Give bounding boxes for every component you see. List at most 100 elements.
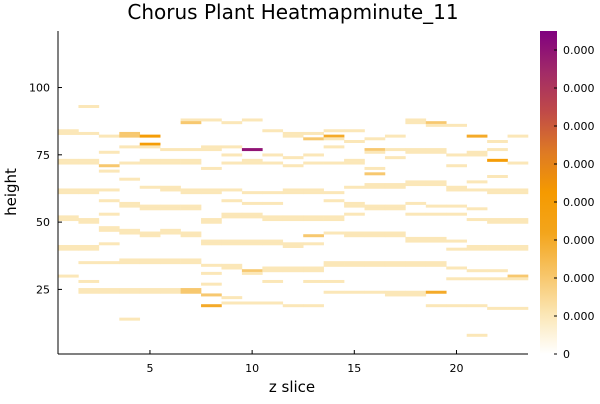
heatmap-cell <box>487 188 508 192</box>
heatmap-cell <box>139 158 161 162</box>
heatmap-cell <box>241 269 263 273</box>
heatmap-cell <box>78 161 100 165</box>
heatmap-cell <box>425 148 447 152</box>
heatmap-cell <box>344 129 365 133</box>
heatmap-cell <box>160 158 181 162</box>
y-tick-label: 50 <box>36 216 50 229</box>
heatmap-cell <box>58 191 79 195</box>
heatmap-cell <box>119 134 141 138</box>
heatmap-cell <box>98 288 120 292</box>
heatmap-cell <box>139 290 161 294</box>
heatmap-cell <box>201 263 222 267</box>
heatmap-cell <box>507 247 529 251</box>
heatmap-cell <box>384 293 406 297</box>
heatmap-cell <box>221 145 243 149</box>
heatmap-cell <box>119 204 141 208</box>
heatmap-cell <box>262 242 284 246</box>
heatmap-cell <box>282 304 304 308</box>
heatmap-cell <box>58 158 79 162</box>
heatmap-cell <box>425 290 447 294</box>
heatmap-cell <box>241 301 263 305</box>
heatmap-cell <box>241 118 263 122</box>
heatmap-cell <box>282 191 304 195</box>
heatmap-cell <box>78 220 100 224</box>
heatmap-cell <box>384 231 406 235</box>
x-tick-label: 20 <box>449 362 463 375</box>
heatmap-cell <box>160 188 181 192</box>
heatmap-cell <box>384 261 406 265</box>
heatmap-cell <box>119 131 141 135</box>
heatmap-cell <box>405 150 427 154</box>
heatmap-cell <box>98 150 120 154</box>
heatmap-cell <box>364 261 386 265</box>
heatmap-cell <box>507 220 529 224</box>
heatmap-cell <box>425 150 447 154</box>
heatmap-cell <box>344 140 365 143</box>
heatmap-cell <box>446 204 467 208</box>
heatmap-cell <box>160 148 181 152</box>
heatmap-cell <box>405 148 427 152</box>
heatmap-cell <box>425 239 447 243</box>
colorbar: 0 0.000 0.000 0.000 0.000 0.000 0.000 0.000 0.00… <box>540 31 595 361</box>
heatmap-cell <box>78 105 100 109</box>
heatmap-cell <box>487 191 508 195</box>
heatmap-cell <box>98 290 120 294</box>
heatmap-cell <box>282 131 304 135</box>
heatmap-cell <box>241 148 263 152</box>
heatmap-cell <box>487 218 508 222</box>
heatmap-cell <box>364 185 386 189</box>
heatmap-cell <box>466 134 488 138</box>
heatmap-cell <box>405 121 427 125</box>
heatmap-cell <box>139 185 161 189</box>
heatmap-cell <box>282 269 304 273</box>
heatmap-cell <box>446 247 467 251</box>
heatmap-cell <box>303 242 324 246</box>
heatmap-cell <box>201 220 222 224</box>
heatmap-cell <box>201 118 222 122</box>
heatmap-cell <box>507 188 529 192</box>
heatmap-cell <box>139 145 161 149</box>
heatmap-cell <box>487 148 508 152</box>
heatmap-cell <box>384 185 406 189</box>
heatmap-cell <box>384 183 406 187</box>
heatmap-cell <box>487 247 508 251</box>
heatmap-cell <box>466 180 488 184</box>
heatmap-cell <box>344 158 365 162</box>
heatmap-cell <box>282 164 304 168</box>
heatmap-cell <box>425 304 447 308</box>
heatmap-cell <box>160 231 181 235</box>
heatmap-cell <box>303 304 324 308</box>
heatmap-cell <box>262 301 284 305</box>
heatmap-cell <box>282 266 304 270</box>
heatmap-cell <box>446 164 467 168</box>
heatmap-cell <box>344 204 365 208</box>
heatmap-cell <box>180 204 202 208</box>
heatmap-cell <box>405 201 427 205</box>
heatmap-cell <box>487 306 508 310</box>
heatmap-cell <box>78 261 100 265</box>
heatmap-cell <box>487 244 508 248</box>
heatmap-cell <box>221 215 243 219</box>
heatmap-cell <box>282 242 304 246</box>
heatmap-cell <box>180 121 202 125</box>
heatmap-cell <box>487 277 508 281</box>
heatmap-cell <box>446 153 467 157</box>
heatmap-cell <box>160 258 181 262</box>
heatmap-cell <box>221 301 243 305</box>
heatmap-cell <box>323 129 345 133</box>
heatmap-cell <box>98 164 120 168</box>
heatmap-cell <box>446 266 467 270</box>
heatmap-cell <box>405 290 427 294</box>
heatmap-cell <box>303 153 324 157</box>
heatmap-cell <box>201 191 222 195</box>
heatmap-cell <box>139 134 161 138</box>
heatmap-cell <box>201 239 222 243</box>
heatmap-cell <box>58 218 79 222</box>
colorbar-tick-label: 0.000 <box>563 310 595 323</box>
heatmap-cell <box>78 290 100 294</box>
heatmap-cell <box>405 118 427 122</box>
heatmap-cell <box>221 242 243 246</box>
heatmap-cell <box>160 185 181 189</box>
heatmap-cell <box>78 188 100 192</box>
